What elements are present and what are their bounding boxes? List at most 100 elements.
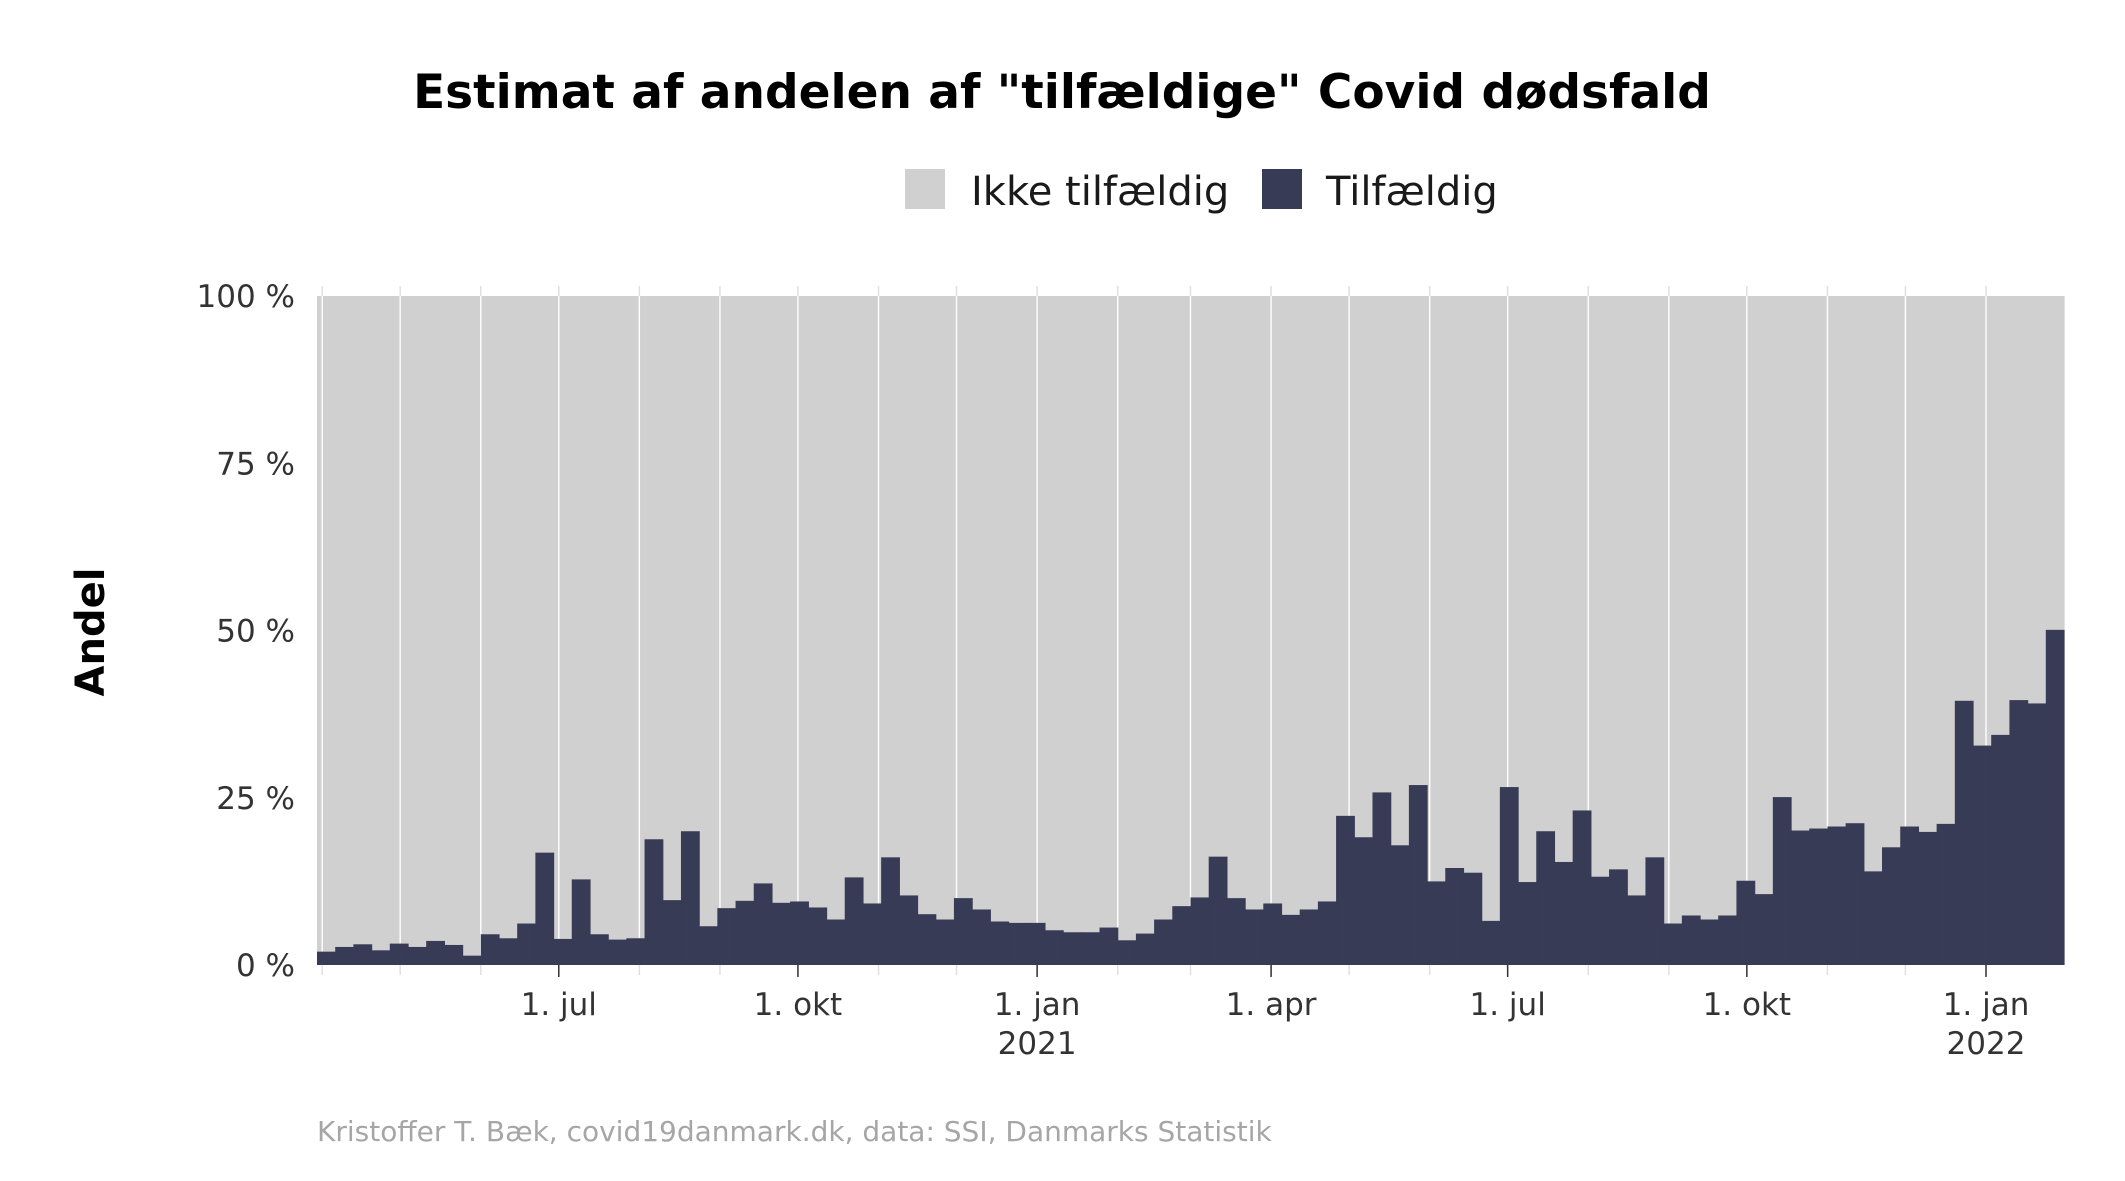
- bar-ikke-tilfaeldig: [1117, 296, 1137, 941]
- bar-tilfaeldig: [1936, 823, 1956, 965]
- bar-ikke-tilfaeldig: [317, 296, 336, 952]
- bar-ikke-tilfaeldig: [1863, 296, 1883, 872]
- legend-label-tilfaeldig: Tilfældig: [1325, 169, 1498, 215]
- bar-ikke-tilfaeldig: [1936, 296, 1956, 824]
- bar-ikke-tilfaeldig: [1627, 296, 1647, 896]
- bar-tilfaeldig: [935, 919, 955, 965]
- bar-tilfaeldig: [317, 951, 336, 965]
- bar-ikke-tilfaeldig: [1172, 296, 1192, 907]
- bar-tilfaeldig: [753, 883, 773, 965]
- bar-ikke-tilfaeldig: [480, 296, 500, 935]
- legend-label-ikke-tilfaeldig: Ikke tilfældig: [971, 169, 1229, 215]
- bar-tilfaeldig: [1317, 901, 1337, 965]
- bar-tilfaeldig: [699, 926, 718, 965]
- bar-ikke-tilfaeldig: [1226, 296, 1246, 899]
- bar-tilfaeldig: [644, 839, 664, 965]
- bar-ikke-tilfaeldig: [353, 296, 373, 945]
- bar-tilfaeldig: [1827, 826, 1847, 965]
- bar-tilfaeldig: [1609, 869, 1628, 965]
- x-tick-label: 1. jul: [1470, 987, 1546, 1023]
- bar-tilfaeldig: [1390, 845, 1410, 965]
- bar-ikke-tilfaeldig: [1718, 296, 1738, 916]
- bar-tilfaeldig: [1809, 828, 1829, 965]
- y-tick-label: 25 %: [216, 781, 295, 817]
- bar-ikke-tilfaeldig: [899, 296, 919, 896]
- bar-ikke-tilfaeldig: [426, 296, 445, 941]
- bar-ikke-tilfaeldig: [1408, 296, 1428, 786]
- bar-ikke-tilfaeldig: [1954, 296, 1974, 701]
- legend: Ikke tilfældig Tilfældig: [905, 169, 1498, 215]
- bar-ikke-tilfaeldig: [1499, 296, 1519, 788]
- bar-ikke-tilfaeldig: [608, 296, 627, 940]
- bar-tilfaeldig: [1372, 792, 1392, 965]
- bar-ikke-tilfaeldig: [1681, 296, 1701, 916]
- bar-ikke-tilfaeldig: [1317, 296, 1337, 902]
- bar-ikke-tilfaeldig: [2027, 296, 2047, 704]
- bar-tilfaeldig: [1208, 856, 1228, 965]
- bar-tilfaeldig: [881, 857, 900, 965]
- bar-tilfaeldig: [2045, 629, 2065, 965]
- bar-ikke-tilfaeldig: [1299, 296, 1319, 910]
- bar-tilfaeldig: [498, 938, 518, 965]
- bar-ikke-tilfaeldig: [680, 296, 700, 832]
- bar-tilfaeldig: [1681, 915, 1701, 965]
- bar-tilfaeldig: [972, 909, 991, 965]
- chart-title: Estimat af andelen af "tilfældige" Covid…: [413, 65, 1711, 120]
- bar-tilfaeldig: [335, 946, 354, 965]
- bar-ikke-tilfaeldig: [1772, 296, 1792, 798]
- bar-tilfaeldig: [353, 944, 373, 965]
- x-tick-label: 1. jan: [1943, 987, 2030, 1023]
- bar-tilfaeldig: [862, 903, 882, 965]
- x-tick-label: 1. okt: [754, 987, 843, 1023]
- bar-tilfaeldig: [1572, 810, 1592, 965]
- bar-ikke-tilfaeldig: [1081, 296, 1101, 933]
- bar-tilfaeldig: [1354, 837, 1374, 965]
- bar-tilfaeldig: [1154, 919, 1173, 965]
- bar-ikke-tilfaeldig: [1245, 296, 1264, 910]
- bar-ikke-tilfaeldig: [1445, 296, 1465, 868]
- bar-ikke-tilfaeldig: [589, 296, 609, 935]
- bar-tilfaeldig: [2027, 703, 2047, 965]
- bar-ikke-tilfaeldig: [389, 296, 409, 944]
- bar-tilfaeldig: [1973, 745, 1992, 965]
- bar-tilfaeldig: [626, 938, 646, 965]
- bar-tilfaeldig: [790, 901, 809, 965]
- bar-tilfaeldig: [1700, 919, 1719, 965]
- bar-ikke-tilfaeldig: [735, 296, 755, 901]
- bar-ikke-tilfaeldig: [1791, 296, 1810, 831]
- bar-tilfaeldig: [1099, 927, 1119, 965]
- bar-tilfaeldig: [371, 950, 391, 965]
- bar-tilfaeldig: [1190, 897, 1210, 965]
- bar-ikke-tilfaeldig: [1572, 296, 1592, 811]
- bar-tilfaeldig: [1481, 920, 1501, 965]
- bar-ikke-tilfaeldig: [1536, 296, 1556, 832]
- bar-ikke-tilfaeldig: [462, 296, 482, 956]
- bar-tilfaeldig: [1590, 876, 1610, 965]
- x-tick-label: 1. jul: [521, 987, 597, 1023]
- bar-ikke-tilfaeldig: [862, 296, 882, 904]
- bar-tilfaeldig: [444, 944, 464, 965]
- bar-tilfaeldig: [1900, 826, 1920, 965]
- bar-ikke-tilfaeldig: [1991, 296, 2011, 735]
- plot-area: [317, 286, 2065, 975]
- bar-ikke-tilfaeldig: [917, 296, 937, 915]
- bar-ikke-tilfaeldig: [1372, 296, 1392, 793]
- y-axis-title: Andel: [68, 568, 114, 697]
- bar-ikke-tilfaeldig: [535, 296, 555, 853]
- y-tick-label: 0 %: [236, 948, 295, 984]
- bar-ikke-tilfaeldig: [571, 296, 591, 880]
- bar-tilfaeldig: [553, 938, 573, 965]
- bar-ikke-tilfaeldig: [881, 296, 900, 858]
- bar-ikke-tilfaeldig: [1154, 296, 1173, 920]
- bar-tilfaeldig: [608, 939, 627, 965]
- bar-tilfaeldig: [917, 914, 937, 965]
- bar-tilfaeldig: [1645, 857, 1665, 965]
- bar-ikke-tilfaeldig: [1754, 296, 1774, 895]
- bar-tilfaeldig: [2009, 700, 2029, 965]
- bar-ikke-tilfaeldig: [444, 296, 464, 945]
- bar-ikke-tilfaeldig: [1135, 296, 1155, 934]
- bar-ikke-tilfaeldig: [1063, 296, 1082, 933]
- bar-ikke-tilfaeldig: [1590, 296, 1610, 877]
